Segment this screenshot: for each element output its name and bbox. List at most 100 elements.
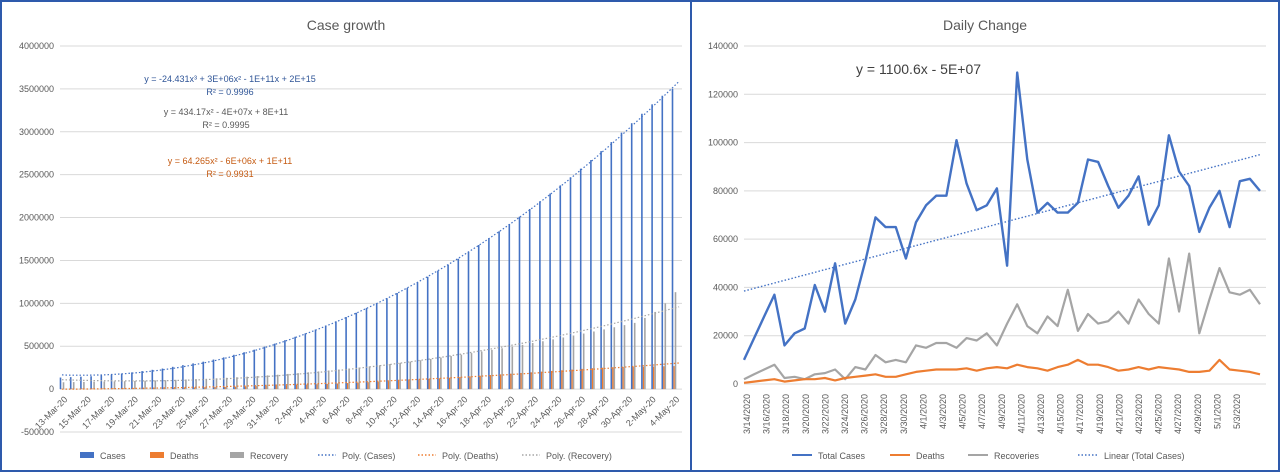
bar-deaths	[306, 384, 308, 390]
bar-recovery	[572, 335, 575, 390]
bar-recovery	[460, 354, 463, 390]
bar-cases	[222, 357, 225, 390]
deaths-equation: y = 64.265x² - 6E+06x + 1E+11	[168, 156, 292, 166]
y-tick-label: 3000000	[19, 127, 54, 137]
bar-deaths	[357, 382, 359, 390]
bar-recovery	[317, 371, 320, 390]
trendline-linear-total-cases	[743, 153, 1261, 292]
y-tick-label: 60000	[713, 234, 738, 244]
y-tick-label: 20000	[713, 331, 738, 341]
line-total-cases	[742, 71, 1261, 361]
y-tick-label: 100000	[708, 138, 738, 148]
bar-recovery	[511, 346, 514, 390]
y-tick-label: 1000000	[19, 298, 54, 308]
bar-deaths	[489, 375, 492, 390]
bar-deaths	[561, 370, 563, 390]
x-tick-label: 4/25/2020	[1154, 394, 1164, 434]
bar-cases	[396, 293, 398, 390]
y-tick-label: 1500000	[19, 255, 54, 265]
bar-cases	[273, 343, 276, 390]
bar-deaths	[234, 386, 237, 390]
bar-cases	[579, 168, 582, 390]
x-tick-label: 3/24/2020	[840, 394, 850, 434]
legend-swatch	[80, 452, 94, 458]
bar-deaths	[326, 383, 328, 390]
bar-deaths	[448, 377, 451, 390]
x-tick-label: 5/3/2020	[1232, 394, 1242, 429]
bar-recovery	[593, 331, 595, 390]
bar-recovery	[440, 357, 442, 390]
bar-cases	[539, 201, 541, 390]
bar-recovery	[348, 368, 350, 390]
bar-cases	[151, 369, 154, 390]
bar-recovery	[256, 376, 259, 390]
bar-deaths	[581, 368, 583, 390]
x-tick-label: 4/13/2020	[1036, 394, 1046, 434]
bar-deaths	[550, 370, 553, 390]
bar-recovery	[195, 379, 197, 390]
bar-deaths	[397, 380, 400, 390]
bar-recovery	[174, 379, 177, 390]
legend-label: Recoveries	[994, 451, 1040, 461]
bar-cases	[477, 245, 480, 390]
bar-recovery	[185, 379, 187, 390]
case-growth-chart-panel: Case growth 4000000 3500000 3000000 2500000…	[0, 0, 692, 472]
bar-recovery	[542, 341, 544, 390]
bar-cases	[600, 151, 602, 390]
bar-deaths	[91, 388, 94, 390]
bar-deaths	[183, 387, 186, 390]
bar-cases	[416, 282, 419, 390]
deaths-r2: R² = 0.9931	[206, 169, 253, 179]
bar-deaths	[571, 369, 573, 390]
bar-recovery	[246, 376, 248, 390]
bar-cases	[90, 376, 92, 390]
bar-recovery	[113, 381, 116, 390]
legend-label: Poly. (Deaths)	[442, 451, 498, 461]
legend-label: Linear (Total Cases)	[1104, 451, 1185, 461]
x-tick-label: 3/14/2020	[742, 394, 752, 434]
legend-label: Recovery	[250, 451, 289, 461]
y-tick-label: 2500000	[19, 170, 54, 180]
bar-cases	[610, 142, 613, 390]
bar-deaths	[224, 386, 226, 390]
bar-deaths	[275, 385, 277, 390]
bar-deaths	[663, 366, 665, 390]
bar-deaths	[71, 388, 73, 390]
bar-deaths	[112, 388, 114, 390]
daily-change-chart: Daily Change y = 1100.6x - 5E+07 140000 1…	[708, 17, 1266, 461]
bar-cases	[671, 88, 674, 390]
cases-r2: R² = 0.9996	[206, 87, 253, 97]
bar-cases	[641, 113, 643, 390]
y-tick-label: 500000	[24, 341, 54, 351]
x-tick-label: 4/1/2020	[918, 394, 928, 429]
bar-deaths	[367, 382, 369, 390]
y-tick-label: 4000000	[19, 41, 54, 51]
bar-cases	[100, 375, 103, 390]
bar-recovery	[521, 344, 524, 390]
chart-title: Daily Change	[943, 17, 1027, 33]
bar-recovery	[338, 369, 340, 390]
bar-recovery	[664, 303, 667, 390]
bar-cases	[243, 352, 245, 390]
bar-recovery	[429, 358, 432, 390]
bar-recovery	[470, 353, 473, 390]
bar-recovery	[623, 325, 626, 390]
legend-label: Cases	[100, 451, 126, 461]
bar-cases	[59, 377, 62, 390]
bar-cases	[212, 359, 215, 390]
bar-cases	[171, 366, 174, 390]
bar-recovery	[103, 381, 106, 390]
bar-recovery	[327, 370, 330, 390]
bar-deaths	[193, 387, 196, 390]
x-tick-label: 4/27/2020	[1173, 394, 1183, 434]
bar-recovery	[154, 380, 157, 390]
bar-cases	[365, 308, 368, 390]
x-tick-label: 4/21/2020	[1114, 394, 1124, 434]
bar-deaths	[408, 380, 410, 390]
bar-deaths	[510, 373, 512, 390]
bar-cases	[406, 287, 409, 390]
bar-deaths	[81, 388, 84, 390]
recovery-r2: R² = 0.9995	[202, 120, 249, 130]
cases-equation: y = -24.431x³ + 3E+06x² - 1E+11x + 2E+15	[144, 74, 315, 84]
bar-recovery	[644, 317, 646, 390]
